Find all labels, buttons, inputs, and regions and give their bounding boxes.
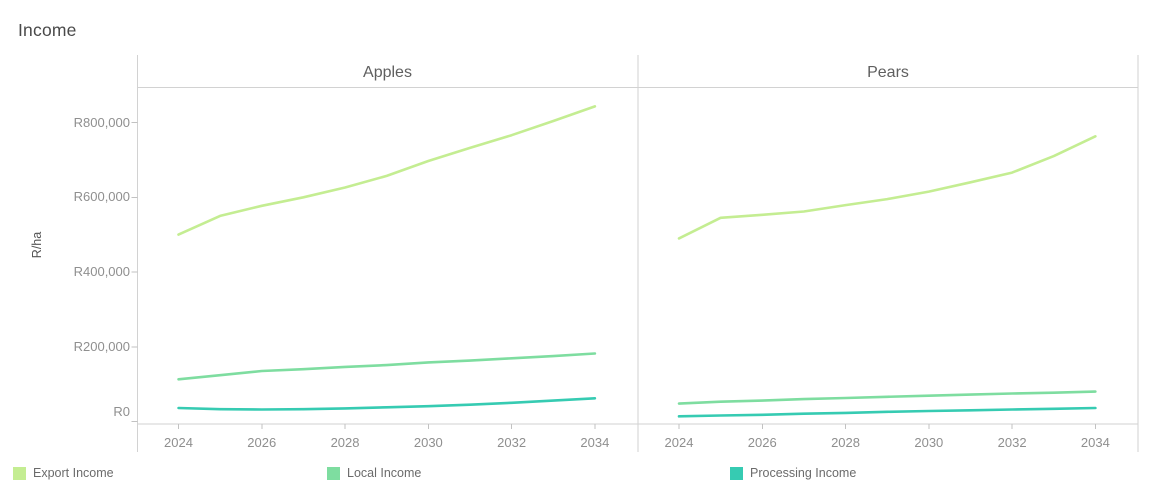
legend-label: Processing Income xyxy=(750,466,857,480)
x-tick-label: 2030 xyxy=(413,435,443,450)
x-tick-label: 2026 xyxy=(747,435,777,450)
apples-processing-income-line[interactable] xyxy=(177,396,597,411)
y-tick-label: R400,000 xyxy=(73,264,130,279)
x-tick-label: 2032 xyxy=(997,435,1027,450)
x-tick-label: 2034 xyxy=(580,435,610,450)
y-tick-label: R800,000 xyxy=(73,114,130,130)
export-income-swatch-icon xyxy=(13,466,26,480)
legend-label: Export Income xyxy=(33,466,114,480)
x-tick-label: 2032 xyxy=(497,435,527,450)
legend-item-processing-income[interactable]: Processing Income xyxy=(730,466,856,480)
x-tick-label: 2028 xyxy=(831,435,860,450)
chart-title: Income xyxy=(18,20,77,40)
x-tick-label: 2024 xyxy=(664,435,694,450)
apples-local-income-line[interactable] xyxy=(177,352,597,381)
pears-local-income-line[interactable] xyxy=(677,390,1097,405)
y-tick-label: R0 xyxy=(113,404,130,419)
legend-item-export-income[interactable]: Export Income xyxy=(13,466,114,480)
legend: Export Income Local Income Processing In… xyxy=(0,466,1150,484)
apples-export-income-line[interactable] xyxy=(177,105,597,236)
legend-item-local-income[interactable]: Local Income xyxy=(327,466,421,480)
y-tick-label: R600,000 xyxy=(73,189,130,205)
processing-income-swatch-icon xyxy=(730,466,743,480)
pears-processing-income-line[interactable] xyxy=(677,406,1097,418)
y-tick-label: R200,000 xyxy=(73,338,130,354)
x-tick-label: 2028 xyxy=(330,435,360,450)
x-tick-label: 2034 xyxy=(1080,435,1110,450)
panel-title-apples: Apples xyxy=(363,64,412,81)
legend-label: Local Income xyxy=(347,466,422,480)
x-tick-label: 2024 xyxy=(164,435,193,450)
panel-title-pears: Pears xyxy=(867,64,909,81)
x-tick-label: 2026 xyxy=(247,435,277,450)
x-tick-label: 2030 xyxy=(914,435,944,450)
local-income-swatch-icon xyxy=(327,466,340,480)
pears-export-income-line[interactable] xyxy=(677,135,1097,240)
